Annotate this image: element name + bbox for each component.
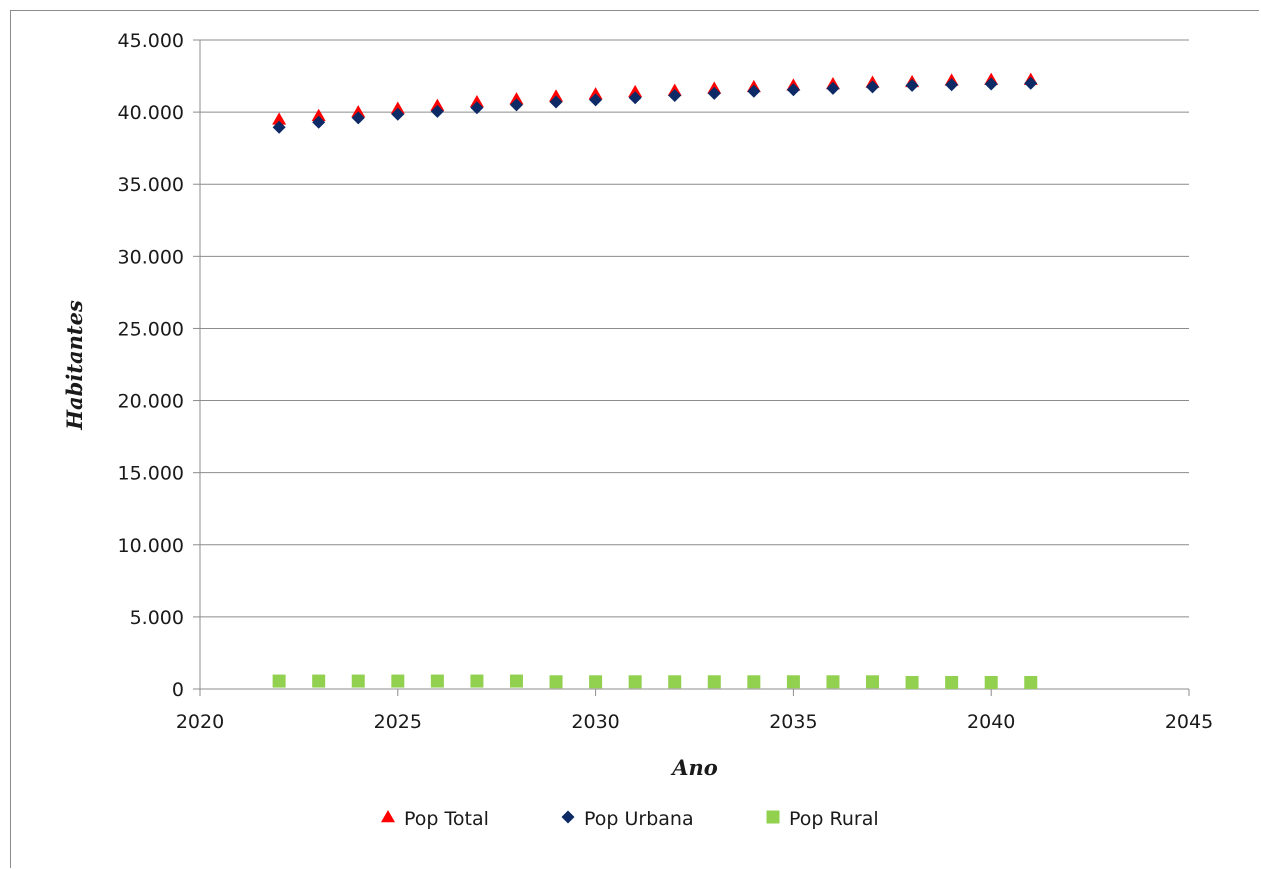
legend-marker-icon [381, 810, 395, 823]
data-point [628, 84, 643, 98]
data-point [786, 83, 800, 97]
data-point [668, 89, 682, 103]
y-tick-label: 45.000 [118, 30, 184, 52]
data-point [312, 115, 326, 129]
y-tick-label: 5.000 [130, 607, 184, 629]
data-point [272, 112, 287, 125]
data-point [391, 107, 405, 121]
x-axis-ticks: 2020 2025 2030 2035 2040 2045 [176, 711, 1213, 733]
data-point [668, 675, 682, 689]
series-pop-rural [272, 674, 1038, 690]
x-tick-label: 2035 [769, 711, 817, 733]
data-point [549, 95, 563, 109]
data-point [866, 80, 880, 94]
data-point [509, 98, 523, 112]
data-point [905, 78, 919, 92]
data-point [272, 120, 286, 134]
data-point [1024, 76, 1038, 90]
y-tick-label: 40.000 [118, 102, 184, 124]
data-point [272, 674, 286, 688]
y-tick-label: 20.000 [118, 391, 184, 413]
y-tick-label: 15.000 [118, 463, 184, 485]
data-point [312, 674, 326, 688]
y-tick-label: 35.000 [118, 174, 184, 196]
data-point [905, 676, 919, 690]
data-point [391, 674, 405, 688]
data-point [470, 101, 484, 115]
legend-item: Pop Total [381, 808, 489, 830]
x-tick-label: 2040 [967, 711, 1015, 733]
legend: Pop Total Pop Urbana Pop Rural [381, 808, 879, 830]
y-axis-title: Habitantes [62, 300, 87, 431]
data-point [351, 105, 366, 118]
data-point [549, 675, 563, 689]
x-tick-label: 2025 [374, 711, 422, 733]
data-point [984, 77, 998, 91]
data-point [588, 87, 603, 100]
y-tick-label: 30.000 [118, 246, 184, 268]
y-tick-label: 25.000 [118, 318, 184, 340]
y-axis-ticks: 0 5.000 10.000 15.000 20.000 25.000 30.000 35.0… [118, 30, 184, 701]
data-point [589, 93, 603, 107]
x-axis-title: Ano [670, 755, 718, 780]
data-point [707, 675, 721, 689]
legend-marker-icon [561, 810, 575, 824]
data-point [984, 676, 998, 690]
data-point [430, 674, 444, 688]
data-point [549, 89, 564, 102]
data-point [351, 111, 365, 125]
series-pop-total [272, 72, 1038, 125]
y-tick-label: 0 [172, 679, 184, 701]
x-tick-label: 2020 [176, 711, 224, 733]
data-point [945, 78, 959, 92]
data-point [351, 674, 365, 688]
legend-label: Pop Urbana [584, 808, 694, 830]
data-point [509, 92, 524, 105]
data-point [826, 81, 840, 95]
data-point [786, 675, 800, 689]
legend-label: Pop Total [404, 808, 489, 830]
legend-item: Pop Urbana [561, 808, 694, 830]
data-points [272, 72, 1038, 690]
data-point [430, 98, 445, 111]
data-point [707, 86, 721, 100]
legend-marker-icon [766, 810, 780, 824]
data-point [469, 95, 484, 108]
data-point [628, 91, 642, 105]
data-point [747, 84, 761, 98]
data-point [945, 676, 959, 690]
data-point [311, 108, 326, 121]
x-tick-label: 2030 [571, 711, 619, 733]
data-point [1024, 676, 1038, 690]
chart-frame [10, 10, 1259, 868]
data-point [826, 675, 840, 689]
legend-item: Pop Rural [766, 808, 879, 830]
y-tick-label: 10.000 [118, 535, 184, 557]
data-point [390, 101, 405, 114]
data-point [509, 674, 523, 688]
data-point [628, 675, 642, 689]
data-point [747, 675, 761, 689]
data-point [589, 675, 603, 689]
x-tick-label: 2045 [1165, 711, 1213, 733]
data-point [866, 675, 880, 689]
legend-label: Pop Rural [789, 808, 879, 830]
data-point [470, 674, 484, 688]
gridlines [193, 39, 1190, 696]
series-pop-urbana [272, 76, 1038, 134]
data-point [430, 104, 444, 118]
